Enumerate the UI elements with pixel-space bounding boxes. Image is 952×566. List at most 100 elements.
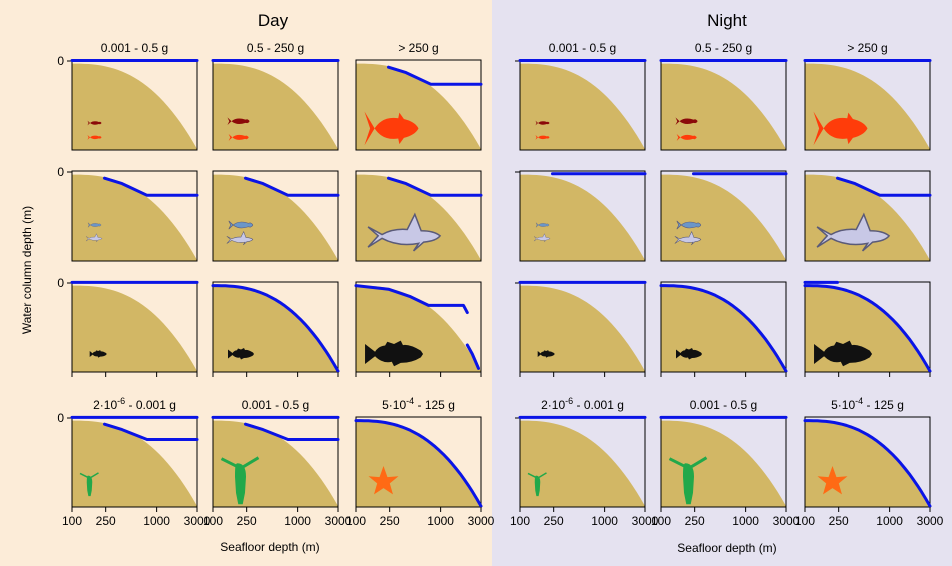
- panel-day-r4-c1: 0 2·10-6 - 0.001 g 100 250 1000 3000: [57, 396, 210, 528]
- seafloor-area: [72, 63, 197, 150]
- x-tick-label: 100: [651, 514, 671, 528]
- size-class-label: 0.001 - 0.5 g: [242, 398, 309, 412]
- panel-night-r1-c3: > 250 g: [803, 41, 932, 151]
- x-tick-label: 100: [203, 514, 223, 528]
- night-title: Night: [707, 11, 747, 30]
- depth-line: [659, 284, 788, 373]
- panel-night-r4-c2: 0.001 - 0.5 g 100 250 1000 3000: [651, 398, 800, 528]
- x-tick-label: 1000: [876, 514, 903, 528]
- size-class-label: 2·10-6 - 0.001 g: [541, 396, 624, 412]
- x-tick-label: 250: [96, 514, 116, 528]
- panel-frame: [71, 170, 198, 262]
- x-tick-label: 1000: [591, 514, 618, 528]
- panel-night-r1-c1: 0.001 - 0.5 g: [515, 41, 647, 151]
- panel-frame: [355, 281, 482, 373]
- x-tick-label: 250: [829, 514, 849, 528]
- x-tick-label: 100: [510, 514, 530, 528]
- size-class-label: 0.5 - 250 g: [695, 41, 752, 55]
- seafloor-area: [520, 63, 645, 150]
- depth-line: [244, 422, 340, 441]
- panel-frame: [804, 416, 931, 508]
- panel-frame: [660, 281, 787, 373]
- y-axis-label: Water column depth (m): [20, 206, 34, 334]
- size-class-label: 0.001 - 0.5 g: [690, 398, 757, 412]
- panel-night-r4-c3: 5·10-4 - 125 g 100 250 1000 3000: [795, 396, 944, 528]
- panel-night-r2-c2: [660, 170, 788, 262]
- x-tick-label: 1000: [732, 514, 759, 528]
- depth-line: [803, 419, 932, 508]
- x-axis-label-night: Seafloor depth (m): [677, 541, 776, 555]
- x-tick-label: 250: [544, 514, 564, 528]
- depth-line: [354, 419, 483, 508]
- depth-line: [103, 422, 199, 441]
- panel-day-r3-c3: [354, 281, 482, 377]
- size-class-label: > 250 g: [398, 41, 438, 55]
- seafloor-area: [805, 174, 930, 261]
- panel-frame: [212, 281, 339, 373]
- x-tick-label: 3000: [632, 514, 659, 528]
- size-class-label: 2·10-6 - 0.001 g: [93, 396, 176, 412]
- panel-frame: [355, 170, 482, 262]
- seafloor-area: [356, 174, 481, 261]
- panel-day-r1-c3: > 250 g: [355, 41, 483, 151]
- panel-night-r4-c1: 2·10-6 - 0.001 g 100 250 1000 3000: [510, 396, 659, 528]
- seafloor-area: [520, 420, 645, 507]
- x-tick-label: 3000: [325, 514, 352, 528]
- depth-line: [244, 176, 340, 197]
- panel-day-r2-c3: [355, 170, 483, 262]
- seafloor-area: [72, 285, 197, 372]
- size-class-label: 0.001 - 0.5 g: [101, 41, 168, 55]
- panel-frame: [804, 281, 931, 373]
- x-tick-label: 3000: [917, 514, 944, 528]
- panel-day-r4-c2: 0.001 - 0.5 g 100 250 1000 3000: [203, 398, 352, 528]
- panel-frame: [519, 170, 646, 262]
- depth-line: [465, 343, 480, 370]
- panel-frame: [212, 170, 339, 262]
- panel-frame: [804, 170, 931, 262]
- panel-frame: [355, 416, 482, 508]
- panel-day-r1-c2: 0.5 - 250 g: [211, 41, 340, 151]
- x-tick-label: 250: [380, 514, 400, 528]
- panel-day-r1-c1: 0 0.001 - 0.5 g: [57, 41, 199, 151]
- depth-line: [103, 176, 199, 197]
- depth-line: [803, 284, 932, 373]
- size-class-label: 5·10-4 - 125 g: [831, 396, 904, 412]
- x-tick-label: 100: [62, 514, 82, 528]
- size-class-label: 5·10-4 - 125 g: [382, 396, 455, 412]
- x-tick-label: 250: [237, 514, 257, 528]
- depth-line: [387, 65, 483, 86]
- seafloor-area: [356, 285, 481, 372]
- y-tick-label: 0: [57, 276, 64, 290]
- seafloor-area: [72, 420, 197, 507]
- x-tick-label: 100: [795, 514, 815, 528]
- x-axis-label-day: Seafloor depth (m): [220, 540, 319, 554]
- y-tick-label: 0: [57, 165, 64, 179]
- x-tick-label: 3000: [468, 514, 495, 528]
- seafloor-area: [661, 174, 786, 261]
- seafloor-area: [213, 174, 338, 261]
- panel-day-r3-c2: [211, 281, 340, 377]
- seafloor-area: [661, 63, 786, 150]
- y-tick-label: 0: [57, 54, 64, 68]
- seafloor-area: [805, 63, 930, 150]
- depth-line: [211, 284, 340, 373]
- seafloor-area: [520, 174, 645, 261]
- x-tick-label: 100: [346, 514, 366, 528]
- seafloor-area: [72, 174, 197, 261]
- day-title: Day: [258, 11, 289, 30]
- panel-frame: [660, 170, 787, 262]
- depth-line: [387, 176, 483, 197]
- panel-night-r3-c3: [803, 280, 932, 377]
- panel-day-r2-c2: [212, 170, 340, 262]
- y-tick-label: 0: [57, 411, 64, 425]
- panel-day-r3-c1: 0: [57, 276, 199, 377]
- panel-day-r4-c3: 5·10-4 - 125 g 100 250 1000 3000: [346, 396, 495, 528]
- panel-frame: [355, 59, 482, 151]
- panel-night-r3-c2: [659, 281, 788, 377]
- x-tick-label: 250: [685, 514, 705, 528]
- panel-night-r3-c1: [515, 280, 647, 377]
- panel-grid: 0 0.001 - 0.5 g 0.001 - 0.5 g 0.5 - 250 g 0.…: [57, 41, 943, 528]
- x-tick-label: 1000: [143, 514, 170, 528]
